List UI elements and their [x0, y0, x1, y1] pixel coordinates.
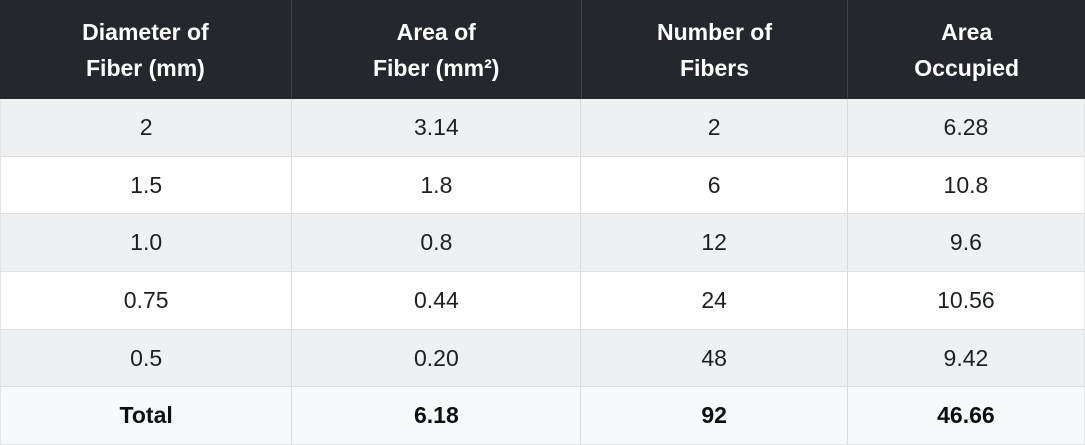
table-row: 2 3.14 2 6.28 — [0, 99, 1085, 157]
column-header-line: Fiber (mm²) — [372, 54, 500, 81]
table-cell: 24 — [581, 272, 848, 329]
table-row: 0.75 0.44 24 10.56 — [0, 272, 1085, 330]
total-label: Total — [1, 387, 293, 445]
total-number-of-fibers: 92 — [581, 387, 848, 445]
table-total-row: Total 6.18 92 46.66 — [0, 387, 1085, 445]
column-header-line: Area of — [396, 18, 476, 45]
table-cell: 1.8 — [292, 156, 582, 214]
table-cell: 12 — [581, 214, 848, 272]
table-row: 1.0 0.8 12 9.6 — [0, 214, 1085, 273]
column-header-line: Occupied — [914, 54, 1020, 81]
table-cell: 6.28 — [943, 113, 989, 140]
table-cell: 48 — [581, 329, 848, 387]
table-cell: 0.5 — [1, 329, 293, 387]
total-area-of-fiber: 6.18 — [292, 387, 582, 445]
column-header-area-occupied: Area Occupied — [848, 0, 1085, 99]
table-cell: 0.44 — [292, 272, 582, 329]
table-cell: 0.20 — [292, 329, 582, 387]
table-cell: 1.0 — [1, 214, 293, 272]
column-header-diameter: Diameter of Fiber (mm) — [0, 0, 292, 99]
table-cell: 10.8 — [943, 171, 989, 198]
table-cell: 1.5 — [1, 156, 293, 214]
column-header-line: Fiber (mm) — [86, 54, 205, 81]
table-cell: 0.8 — [292, 214, 582, 272]
table-row: 1.5 1.8 6 10.8 — [0, 156, 1085, 215]
table-cell: 0.75 — [1, 272, 293, 329]
table-cell: 3.14 — [292, 99, 582, 156]
table-cell: 6 — [581, 156, 848, 214]
column-header-area-of-fiber: Area of Fiber (mm²) — [292, 0, 582, 99]
table-row: 0.5 0.20 48 9.42 — [0, 329, 1085, 388]
column-header-line: Number of — [657, 18, 772, 45]
total-area-occupied: 46.66 — [937, 402, 995, 429]
column-header-line: Fibers — [679, 54, 750, 81]
column-header-line: Diameter of — [82, 18, 209, 45]
table-cell: 9.6 — [949, 229, 982, 256]
table-cell: 10.56 — [937, 286, 995, 313]
column-header-number-of-fibers: Number of Fibers — [582, 0, 849, 99]
table-cell: 2 — [1, 99, 293, 156]
column-header-line: Area — [941, 18, 993, 45]
table-cell: 9.42 — [943, 344, 989, 371]
table-header-row: Diameter of Fiber (mm) Area of Fiber (mm… — [0, 0, 1085, 99]
table-cell: 2 — [581, 99, 848, 156]
